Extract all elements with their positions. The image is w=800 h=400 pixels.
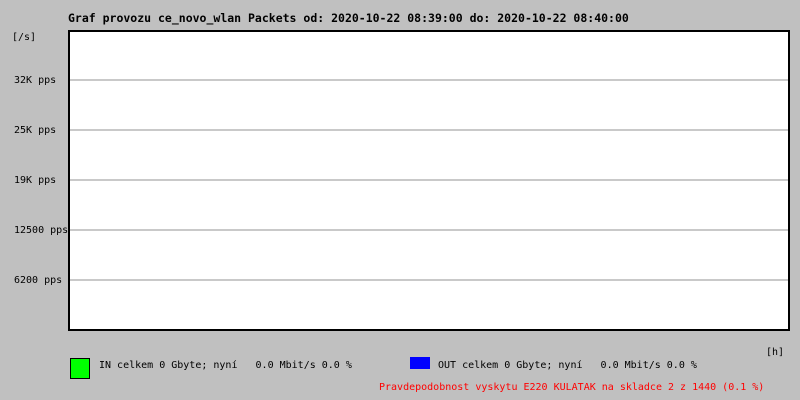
y-tick-label: 12500 pps bbox=[14, 225, 69, 236]
plot-area bbox=[68, 30, 790, 331]
y-tick-label: 32K pps bbox=[14, 75, 57, 86]
y-tick-label: 19K pps bbox=[14, 175, 57, 186]
x-axis-unit-label: [h] bbox=[766, 347, 785, 358]
y-tick-label: 25K pps bbox=[14, 125, 57, 136]
graph-title: Graf provozu ce_novo_wlan Packets od: 20… bbox=[68, 11, 629, 25]
legend-out-swatch bbox=[410, 357, 430, 369]
legend-out-label: OUT celkem 0 Gbyte; nyní 0.0 Mbit/s 0.0 … bbox=[438, 360, 697, 371]
gridline-12500 bbox=[70, 229, 788, 231]
gridline-6200 bbox=[70, 279, 788, 281]
gridline-32k bbox=[70, 79, 788, 81]
gridline-25k bbox=[70, 129, 788, 131]
y-tick-label: 6200 pps bbox=[14, 275, 63, 286]
y-axis-unit-label: [/s] bbox=[12, 32, 37, 43]
probability-note: Pravdepodobnost vyskytu E220 KULATAK na … bbox=[379, 382, 765, 393]
gridline-19k bbox=[70, 179, 788, 181]
legend-in-swatch bbox=[70, 358, 90, 379]
legend-in-label: IN celkem 0 Gbyte; nyní 0.0 Mbit/s 0.0 % bbox=[99, 360, 352, 371]
